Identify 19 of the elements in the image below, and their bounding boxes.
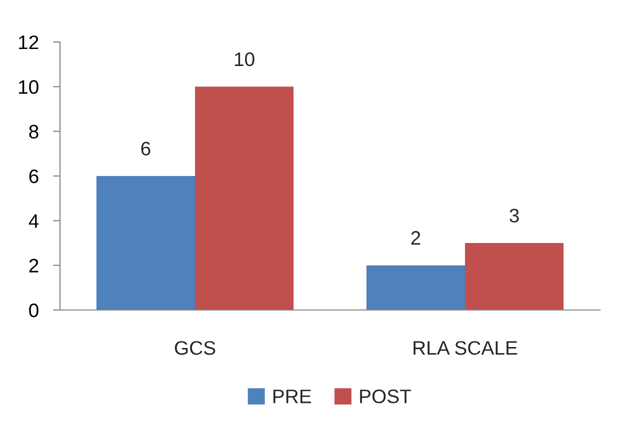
x-tick-label: RLA SCALE: [414, 341, 518, 355]
y-tick-label: 12: [19, 35, 38, 50]
y-tick-label: 2: [29, 258, 38, 272]
bar: [465, 243, 564, 310]
data-label: 6: [141, 142, 150, 156]
bar: [96, 176, 195, 310]
x-tick-label: GCS: [174, 341, 216, 355]
bar: [366, 265, 465, 310]
bar: [195, 86, 294, 310]
y-tick-label: 0: [29, 303, 38, 318]
y-tick-label: 8: [29, 124, 38, 139]
y-tick-label: 10: [19, 80, 38, 94]
legend-label: POST: [360, 390, 412, 404]
y-tick-label: 6: [29, 169, 38, 184]
y-tick-label: 4: [28, 214, 39, 228]
legend-label: PRE: [273, 390, 312, 404]
data-label: 2: [411, 231, 420, 245]
data-label: 3: [510, 208, 519, 222]
data-label: 10: [234, 52, 254, 66]
